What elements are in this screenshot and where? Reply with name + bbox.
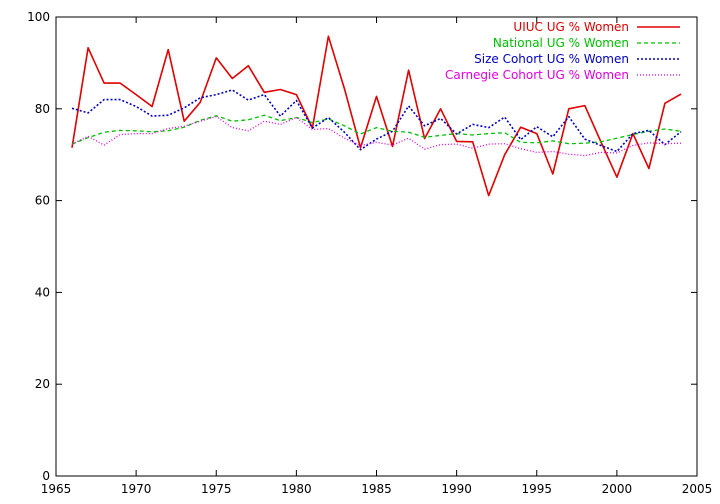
y-tick-label: 100 (27, 10, 50, 24)
y-tick-label: 20 (35, 377, 50, 391)
x-tick-label: 2000 (602, 482, 633, 496)
legend: UIUC UG % Women National UG % Women Size C… (445, 20, 680, 82)
x-tick-label: 1965 (41, 482, 72, 496)
legend-label-size-cohort-ug-women: Size Cohort UG % Women (474, 52, 629, 66)
legend-label-national-ug-women: National UG % Women (493, 36, 629, 50)
x-tick-label: 1975 (201, 482, 232, 496)
y-tick-label: 60 (35, 194, 50, 208)
x-tick-label: 2005 (682, 482, 713, 496)
x-tick-label: 1995 (521, 482, 552, 496)
legend-label-uiuc-ug-women: UIUC UG % Women (513, 20, 629, 34)
series-line-uiuc-ug-women (71, 35, 682, 197)
y-tick-label: 80 (35, 102, 50, 116)
series-line-carnegie-cohort-ug-women (71, 115, 682, 157)
x-tick-label: 1980 (281, 482, 312, 496)
series-layer (71, 35, 682, 197)
series-line-size-cohort-ug-women (71, 89, 682, 153)
series-line-national-ug-women (71, 114, 682, 145)
y-tick-label: 0 (42, 469, 50, 483)
x-tick-label: 1990 (441, 482, 472, 496)
axis-layer: 1965 1970 1975 1980 1985 1990 1995 2000 2005 0 20 4… (27, 10, 712, 496)
x-tick-label: 1970 (121, 482, 152, 496)
y-tick-label: 40 (35, 285, 50, 299)
x-tick-label: 1985 (361, 482, 392, 496)
legend-label-carnegie-cohort-ug-women: Carnegie Cohort UG % Women (445, 68, 629, 82)
